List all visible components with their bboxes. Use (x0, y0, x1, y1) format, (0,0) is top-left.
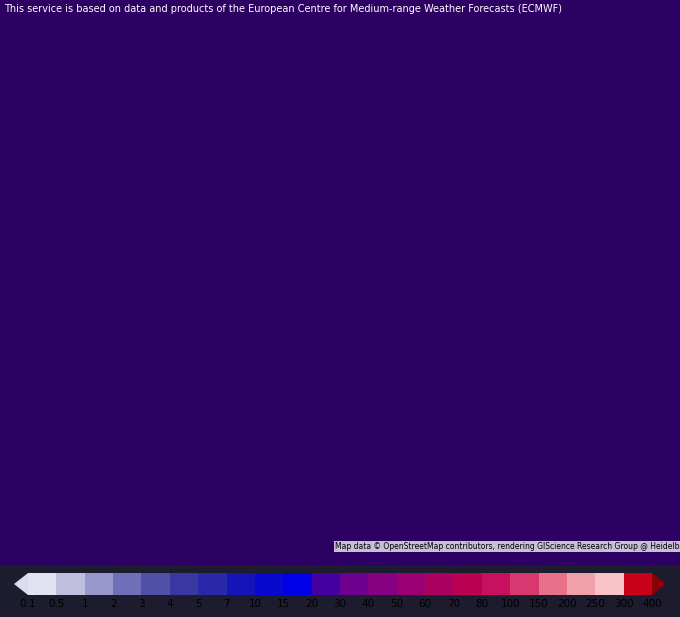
Text: 7: 7 (223, 599, 230, 609)
Text: Map data © OpenStreetMap contributors, rendering GIScience Research Group @ Heid: Map data © OpenStreetMap contributors, r… (335, 542, 680, 551)
Bar (28, 573, 56, 595)
Bar (539, 573, 567, 595)
Text: 10: 10 (248, 599, 262, 609)
Bar (226, 573, 255, 595)
Bar (454, 573, 482, 595)
Bar (369, 573, 396, 595)
Bar (396, 573, 425, 595)
Text: 1: 1 (82, 599, 88, 609)
Bar (85, 573, 113, 595)
Text: 150: 150 (528, 599, 549, 609)
Bar (482, 573, 510, 595)
Text: 4: 4 (167, 599, 173, 609)
Text: 3: 3 (138, 599, 145, 609)
Text: 0.5: 0.5 (48, 599, 65, 609)
Bar (284, 573, 311, 595)
Text: 5: 5 (195, 599, 201, 609)
Bar (567, 573, 595, 595)
Text: 20: 20 (305, 599, 318, 609)
Text: 40: 40 (362, 599, 375, 609)
Text: 400: 400 (642, 599, 662, 609)
Text: This service is based on data and products of the European Centre for Medium-ran: This service is based on data and produc… (4, 4, 562, 14)
Text: 30: 30 (333, 599, 347, 609)
Text: 0.1: 0.1 (20, 599, 36, 609)
Polygon shape (652, 573, 666, 595)
Bar (624, 573, 652, 595)
Polygon shape (14, 573, 28, 595)
Bar (595, 573, 624, 595)
Text: 70: 70 (447, 599, 460, 609)
Text: 300: 300 (614, 599, 634, 609)
Bar (113, 573, 141, 595)
Bar (170, 573, 198, 595)
Text: 80: 80 (475, 599, 488, 609)
Bar (510, 573, 539, 595)
Bar (311, 573, 340, 595)
Bar (198, 573, 226, 595)
Bar (56, 573, 85, 595)
Bar (340, 573, 369, 595)
Bar (425, 573, 454, 595)
Text: 2: 2 (109, 599, 116, 609)
Bar (624, 573, 652, 595)
Bar (255, 573, 284, 595)
Bar (141, 573, 170, 595)
Text: 50: 50 (390, 599, 403, 609)
Text: 60: 60 (418, 599, 432, 609)
Text: 15: 15 (277, 599, 290, 609)
Text: 250: 250 (585, 599, 605, 609)
Text: 100: 100 (500, 599, 520, 609)
Text: 200: 200 (557, 599, 577, 609)
